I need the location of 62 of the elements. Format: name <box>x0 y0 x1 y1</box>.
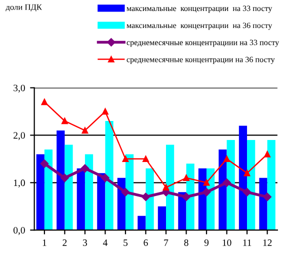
bar <box>238 126 248 230</box>
x-tick-label: 3 <box>83 239 88 246</box>
x-tick-label: 4 <box>102 239 108 246</box>
point <box>122 156 129 162</box>
point <box>142 192 150 202</box>
point <box>203 180 210 186</box>
point <box>222 178 231 187</box>
x-tick-label: 7 <box>164 240 168 246</box>
bar <box>146 168 154 230</box>
bar <box>76 168 85 230</box>
x-tick-label: 5 <box>124 240 128 246</box>
bar <box>259 178 268 230</box>
y-tick-label: 3,0 <box>14 84 25 93</box>
bar <box>97 173 106 230</box>
point <box>40 160 49 168</box>
bar <box>105 120 114 230</box>
x-tick-label: 12 <box>263 239 272 246</box>
y-tick-label: 1,0 <box>14 180 25 188</box>
x-tick-label: 1 <box>42 239 46 246</box>
point <box>244 170 250 176</box>
x-tick-label: 9 <box>204 239 209 246</box>
x-tick-label: 8 <box>184 239 188 246</box>
x-tick-label: 6 <box>144 239 148 246</box>
bar <box>138 216 146 230</box>
y-tick-label: 0,0 <box>14 227 25 235</box>
bar <box>247 140 256 230</box>
bar <box>84 154 94 230</box>
text: доли ПДК <box>6 4 42 12</box>
point <box>242 188 252 196</box>
bar <box>267 140 276 230</box>
y-tick-label: 2,0 <box>14 132 25 140</box>
point <box>202 188 211 196</box>
point <box>224 156 230 162</box>
legend-label: максимальные концентрации на 33 посту <box>126 6 272 13</box>
point <box>183 174 190 182</box>
bar <box>56 130 65 230</box>
point <box>60 174 69 182</box>
point <box>41 98 48 106</box>
x-tick-label: 11 <box>243 239 252 246</box>
bar <box>226 140 235 230</box>
point <box>82 127 88 134</box>
legend-label: максимальные концентрации на 36 посту <box>126 22 272 30</box>
bar <box>166 144 174 230</box>
point <box>263 192 272 202</box>
bar <box>64 144 73 230</box>
legend-label: среднемесячные концентрациии на 33 посту <box>126 40 280 47</box>
bar <box>125 154 134 230</box>
point <box>102 108 108 115</box>
point <box>182 192 190 202</box>
bar <box>44 149 53 230</box>
bar <box>36 154 44 230</box>
bar <box>218 149 227 230</box>
point <box>142 156 149 162</box>
point <box>62 118 68 124</box>
point <box>80 164 90 173</box>
bar <box>158 206 166 230</box>
point <box>162 184 170 191</box>
x-tick-label: 2 <box>62 239 67 246</box>
legend-label: среднемесячные концентрации на 36 посту <box>126 56 275 64</box>
point <box>121 188 130 196</box>
x-tick-label: 10 <box>222 239 232 246</box>
point <box>101 174 110 182</box>
